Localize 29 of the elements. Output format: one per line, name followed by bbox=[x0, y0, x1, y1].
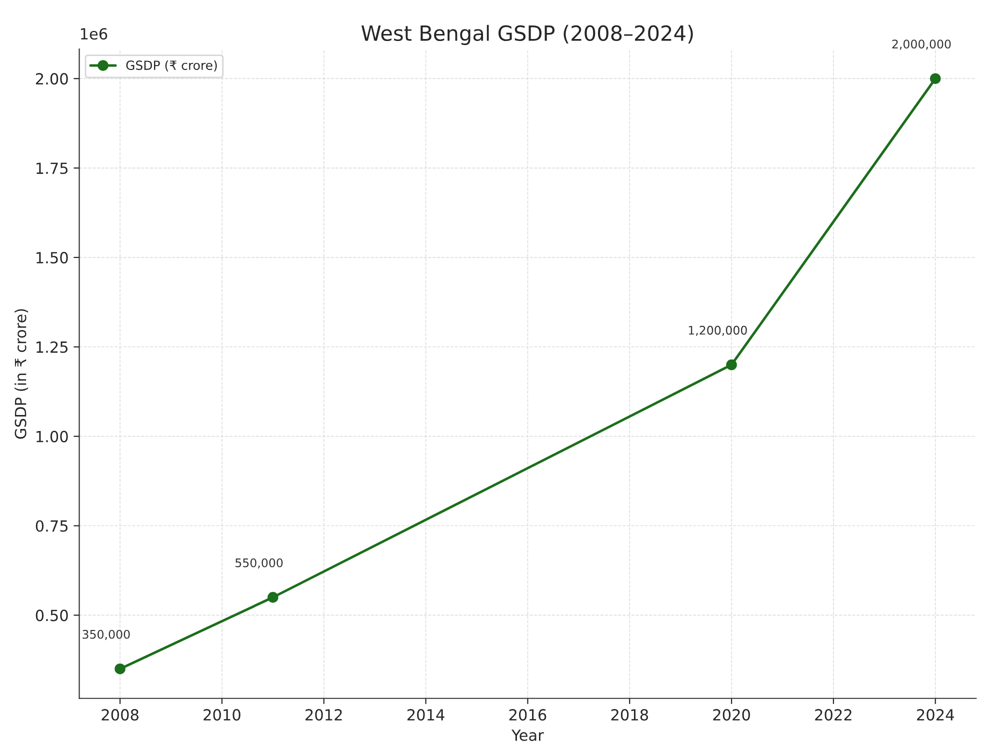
text: 1e6 bbox=[80, 28, 108, 40]
point bbox=[726, 359, 737, 370]
annotation: 350,000 bbox=[82, 630, 130, 640]
point bbox=[930, 73, 941, 84]
y-axis-title: GSDP (in ₹ crore) bbox=[14, 309, 28, 439]
legend-label: GSDP (₹ crore) bbox=[126, 60, 217, 72]
x-tick-label: 2014 bbox=[407, 709, 444, 721]
y-tick-label: 0.75 bbox=[36, 520, 68, 532]
x-tick-label: 2010 bbox=[204, 709, 240, 721]
x-tick-label: 2022 bbox=[815, 709, 852, 721]
x-tick-label: 2024 bbox=[917, 709, 954, 721]
x-tick-label: 2008 bbox=[102, 709, 138, 721]
x-tick-label: 2016 bbox=[509, 709, 546, 721]
y-tick-label: 2.00 bbox=[36, 73, 68, 85]
annotation: 2,000,000 bbox=[892, 40, 951, 50]
y-tick-label: 0.50 bbox=[36, 610, 68, 622]
point bbox=[114, 663, 126, 674]
annotation: 1,200,000 bbox=[688, 326, 747, 336]
x-tick-label: 2018 bbox=[611, 709, 648, 721]
y-tick-label: 1.75 bbox=[36, 162, 68, 174]
annotation: 550,000 bbox=[236, 558, 283, 568]
x-axis-title: Year bbox=[512, 730, 544, 741]
point bbox=[268, 592, 278, 603]
chart-title: West Bengal GSDP (2008–2024) bbox=[361, 24, 693, 46]
y-tick-label: 1.25 bbox=[36, 341, 68, 353]
x-tick-label: 2012 bbox=[306, 709, 342, 721]
y-tick-label: 1.50 bbox=[36, 252, 68, 264]
x-tick-label: 2020 bbox=[713, 709, 750, 721]
y-tick-label: 1.00 bbox=[36, 430, 68, 442]
